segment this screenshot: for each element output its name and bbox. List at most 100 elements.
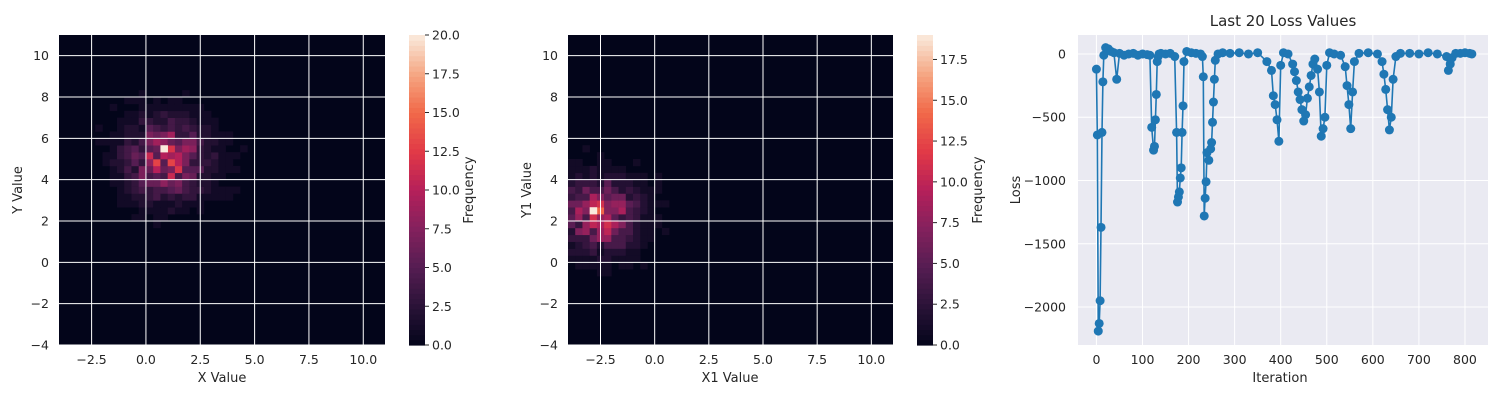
heatmap-1-cell (182, 200, 190, 208)
heatmap-2-cell (604, 255, 612, 263)
heatmap-1-colorbar-segment (409, 246, 425, 253)
heatmap-1-colorbar-segment (409, 60, 425, 67)
loss-chart-x-axis-label: Iteration (1252, 371, 1307, 386)
heatmap-1-cell (174, 97, 183, 105)
loss-point (1344, 100, 1354, 110)
heatmap-1-cell (218, 165, 226, 174)
heatmap-1-colorbar-tick-label: 2.5 (432, 299, 452, 314)
heatmap-1-cell (182, 131, 190, 139)
loss-point (1149, 141, 1159, 151)
heatmap-1-cell (240, 145, 248, 153)
heatmap-1-cell (211, 172, 219, 180)
heatmap-1-cell (153, 165, 161, 174)
heatmap-2-colorbar-segment (917, 164, 933, 170)
heatmap-1-colorbar-segment (409, 277, 425, 284)
heatmap-2-cell (611, 227, 619, 236)
heatmap-2-colorbar-segment (917, 308, 933, 315)
heatmap-2-cell (618, 227, 627, 236)
heatmap-2-colorbar-segment (917, 303, 933, 310)
heatmap-1-cell (160, 186, 168, 194)
heatmap-1-cell (124, 117, 132, 125)
loss-point (1096, 222, 1106, 232)
heatmap-2-cell (647, 193, 655, 201)
heatmap-1-cell (124, 131, 132, 139)
heatmap-2-cells (568, 35, 893, 345)
heatmap-1-cell (167, 179, 176, 187)
heatmap-1-cell (124, 165, 132, 174)
heatmap-1-cell (145, 131, 154, 139)
heatmap-1-colorbar-segment (409, 97, 425, 103)
heatmap-2-cell (589, 179, 598, 187)
heatmap-2-colorbar-segment (917, 246, 933, 253)
heatmap-1-colorbar-segment (409, 112, 425, 119)
loss-point (1268, 91, 1278, 101)
heatmap-1-cell (167, 145, 176, 153)
heatmap-2-y-tick-label: 0 (550, 255, 558, 270)
loss-point (1388, 74, 1398, 84)
heatmap-1-cell (116, 145, 125, 153)
heatmap-2-cell (589, 186, 598, 194)
heatmap-1-cell (131, 117, 139, 125)
heatmap-1-cell (182, 179, 190, 187)
heatmap-2-cell (582, 172, 590, 180)
heatmap-1-cell (124, 193, 132, 201)
heatmap-2-cell (604, 262, 612, 270)
heatmap-2-x-tick-label: 7.5 (807, 352, 827, 367)
heatmap-1-colorbar: 0.0 2.5 5.0 7.5 10.0 12.5 15.0 17.5 20.0 (409, 28, 460, 353)
heatmap-1-y-axis-label: Y Value (11, 166, 26, 215)
loss-point (1383, 105, 1393, 115)
heatmap-2-cell (647, 207, 655, 215)
heatmap-2-cell (625, 193, 634, 201)
heatmap-1-cell (160, 138, 168, 146)
heatmap-1-cell (167, 131, 176, 139)
heatmap-1-cell (109, 103, 118, 112)
heatmap-2-colorbar-segment (917, 262, 933, 269)
heatmap-2-x-tick-label: −2.5 (585, 352, 615, 367)
heatmap-1-cell (138, 103, 147, 112)
heatmap-1-cell (160, 193, 168, 201)
heatmap-1-colorbar-segment (409, 252, 425, 258)
heatmap-1-cell (124, 159, 132, 167)
heatmap-1-cell (124, 97, 132, 105)
heatmap-2-cell (589, 227, 598, 236)
loss-point (1179, 57, 1189, 67)
heatmap-1-cell (109, 172, 118, 180)
heatmap-2-cell (568, 200, 576, 208)
heatmap-2-cell (647, 186, 655, 194)
heatmap-2-cell (589, 172, 598, 180)
heatmap-2-cell (611, 207, 619, 215)
heatmap-1-cell (138, 207, 147, 215)
heatmap-2-colorbar-tick-label: 12.5 (940, 134, 968, 149)
heatmap-2-cell (611, 179, 619, 187)
heatmap-1-colorbar-segment (409, 153, 425, 160)
heatmap-1-cell (182, 152, 190, 160)
loss-point (1301, 110, 1311, 120)
heatmap-1-cell (145, 103, 154, 112)
heatmap-1-cell (153, 145, 161, 153)
heatmap-2-cell (604, 200, 612, 208)
heatmap-2-colorbar-label: Frequency (971, 156, 986, 223)
heatmap-2-colorbar-segment (917, 81, 933, 88)
heatmap-1-colorbar-segment (409, 133, 425, 139)
heatmap-1-cell (153, 193, 161, 201)
heatmap-1-cell (225, 186, 234, 194)
heatmap-1-cell (116, 152, 125, 160)
loss-point (1207, 138, 1217, 148)
heatmap-1-colorbar-segment (409, 174, 425, 181)
heatmap-2-cell (568, 159, 576, 167)
heatmap-2-cell (589, 165, 598, 174)
heatmap-2-cell (582, 179, 590, 187)
heatmap-2-x-tick-label: 2.5 (699, 352, 719, 367)
heatmap-1-cell (189, 117, 197, 125)
heatmap-1-colorbar-segment (409, 283, 425, 289)
heatmap-2-cell (640, 207, 648, 215)
loss-point (1354, 48, 1364, 58)
heatmap-2-cell (575, 241, 583, 249)
heatmap-2-cell (654, 179, 663, 187)
heatmap-1-cell (145, 110, 154, 118)
heatmap-1-colorbar-tick-label: 20.0 (432, 28, 460, 43)
heatmap-1-cell (124, 138, 132, 146)
heatmap-2-cell (568, 186, 576, 194)
heatmap-1-peak-cell (160, 145, 168, 153)
heatmap-1-cell (211, 159, 219, 167)
